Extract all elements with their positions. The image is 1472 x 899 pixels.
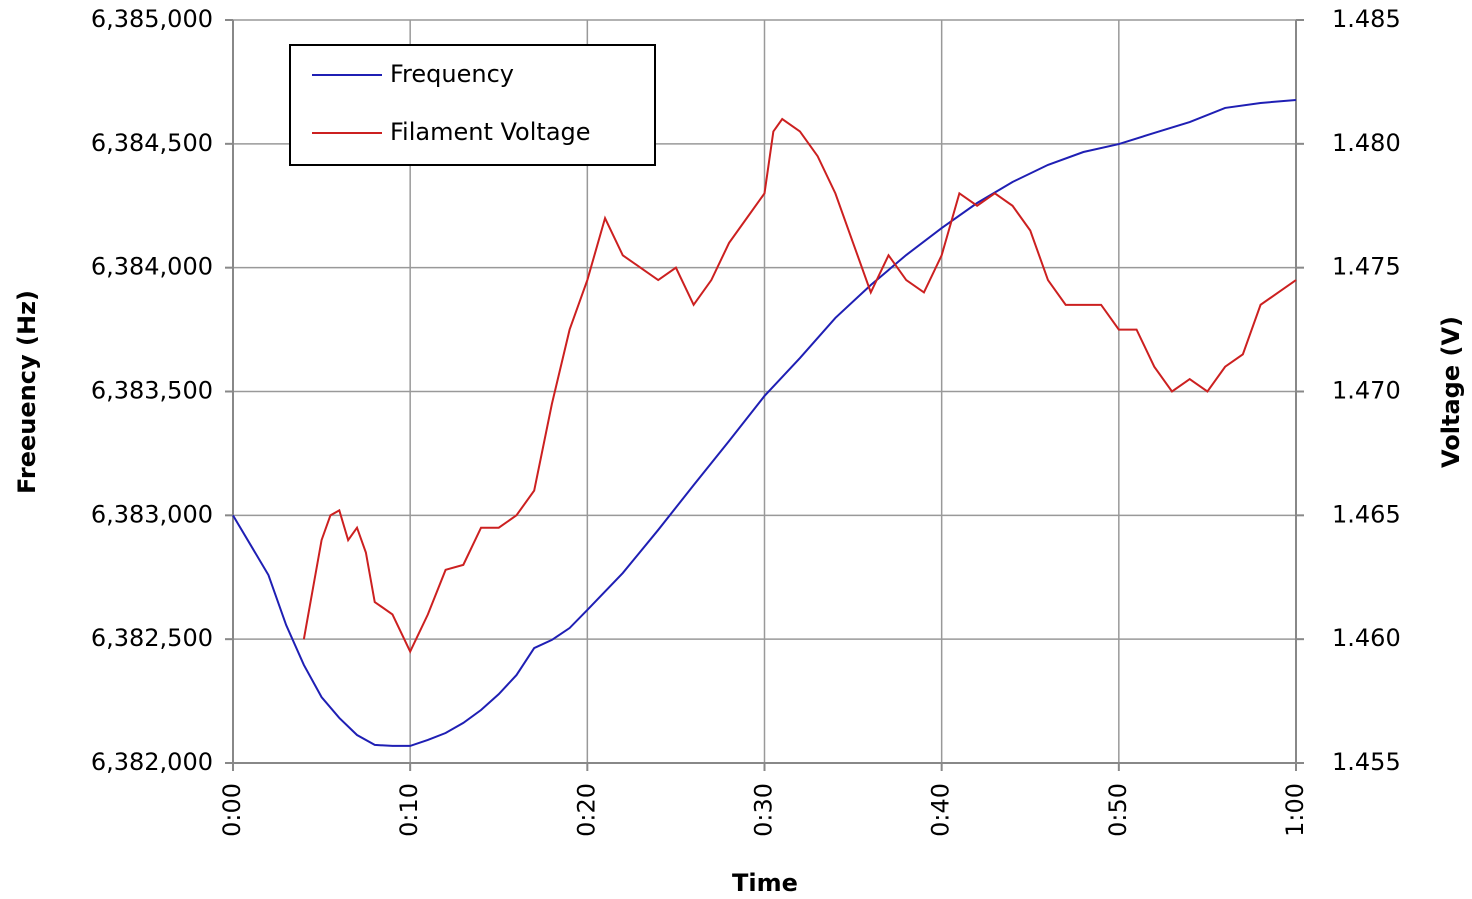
- y2-tick-label: 1.455: [1332, 748, 1401, 776]
- y-tick-label: 6,383,000: [91, 500, 213, 528]
- x-tick-label: 0:10: [395, 783, 423, 837]
- x-axis-label: Time: [732, 869, 798, 897]
- x-tick-label: 0:50: [1104, 783, 1132, 837]
- y2-tick-label: 1.460: [1332, 624, 1401, 652]
- series-line: [302, 117, 1297, 654]
- x-tick-label: 0:30: [750, 783, 778, 837]
- y2-tick-label: 1.485: [1332, 5, 1401, 33]
- y-axis-label: Freeuency (Hz): [13, 290, 41, 494]
- legend-label: Frequency: [390, 60, 514, 88]
- y-tick-label: 6,385,000: [91, 5, 213, 33]
- y-tick-label: 6,382,000: [91, 748, 213, 776]
- x-tick-label: 0:20: [572, 783, 600, 837]
- y-tick-label: 6,382,500: [91, 624, 213, 652]
- series-line: [232, 98, 1297, 747]
- legend-label: Filament Voltage: [390, 118, 591, 146]
- y-tick-label: 6,384,500: [91, 129, 213, 157]
- y2-tick-label: 1.475: [1332, 253, 1401, 281]
- y2-tick-label: 1.465: [1332, 500, 1401, 528]
- y2-axis-label: Voltage (V): [1437, 316, 1465, 468]
- x-tick-label: 0:00: [218, 783, 246, 837]
- y-tick-label: 6,383,500: [91, 377, 213, 405]
- legend-box: [289, 44, 656, 166]
- x-tick-label: 0:40: [927, 783, 955, 837]
- y2-tick-label: 1.480: [1332, 129, 1401, 157]
- x-tick-label: 1:00: [1281, 783, 1309, 837]
- y2-tick-label: 1.470: [1332, 377, 1401, 405]
- y-tick-label: 6,384,000: [91, 253, 213, 281]
